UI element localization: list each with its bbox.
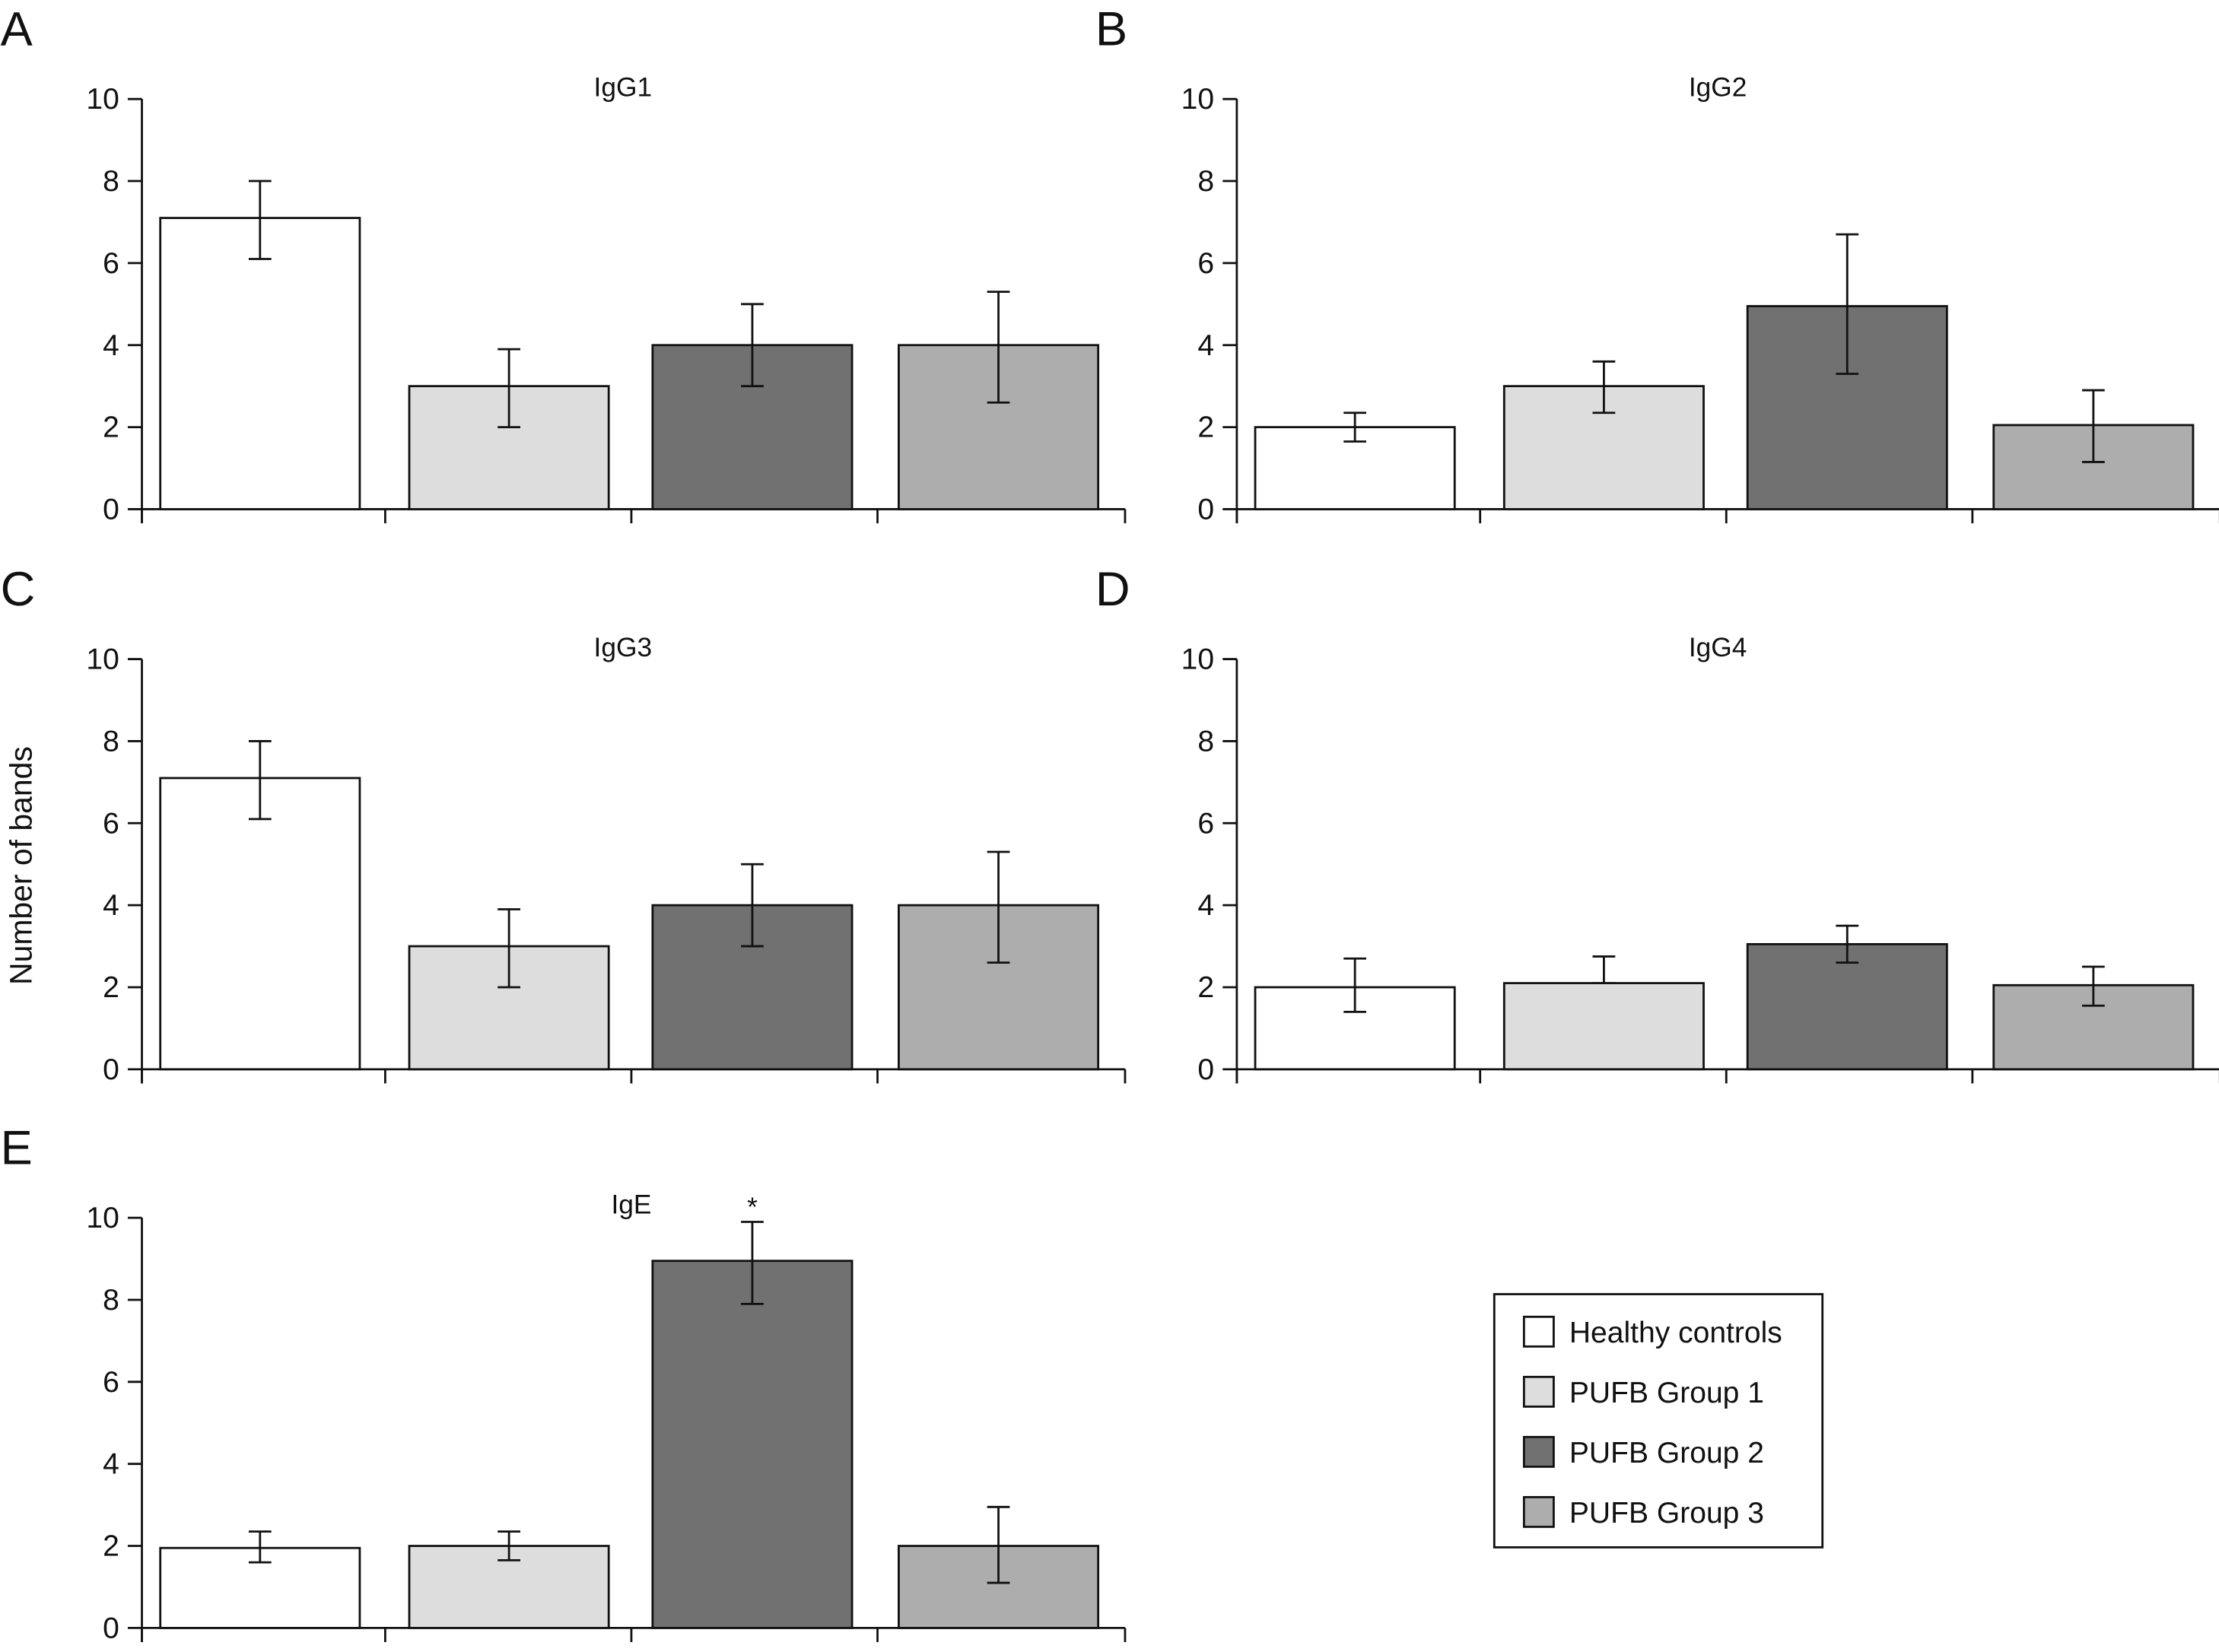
error-bar bbox=[987, 291, 1010, 404]
y-tick-label: 8 bbox=[103, 725, 119, 758]
panel-b: B IgG2 0 2 4 6 8 10 bbox=[1095, 3, 2219, 526]
error-bar bbox=[741, 863, 764, 948]
y-tick-label: 4 bbox=[103, 1448, 119, 1481]
y-tick-label: 2 bbox=[103, 1530, 119, 1563]
y-tick-label: 4 bbox=[1197, 329, 1214, 362]
legend-swatch bbox=[1522, 1435, 1555, 1468]
panel-title: IgG2 bbox=[1689, 72, 1747, 102]
panel-letter: A bbox=[1, 3, 33, 56]
bar-healthy-controls bbox=[159, 777, 361, 1071]
error-bar bbox=[1592, 360, 1616, 415]
legend: Healthy controls PUFB Group 1 PUFB Group 2… bbox=[1493, 1293, 1824, 1549]
y-tick-label: 10 bbox=[1181, 83, 1214, 116]
y-tick-label: 10 bbox=[86, 83, 119, 116]
y-tick-label: 6 bbox=[103, 1366, 119, 1399]
panel-d: D IgG4 0 2 4 6 8 10 bbox=[1095, 563, 2219, 1086]
error-bar bbox=[1343, 411, 1367, 443]
error-bar bbox=[987, 1505, 1010, 1584]
y-tick-label: 10 bbox=[1181, 643, 1214, 676]
panel-letter: E bbox=[1, 1121, 33, 1174]
y-tick-label: 6 bbox=[103, 807, 119, 840]
significance-asterisk: * bbox=[747, 1193, 758, 1222]
legend-label: PUFB Group 3 bbox=[1569, 1497, 1764, 1530]
y-tick-label: 4 bbox=[103, 329, 119, 362]
y-tick-label: 8 bbox=[1197, 725, 1214, 758]
error-bar bbox=[498, 1530, 520, 1561]
panel-title: IgG3 bbox=[594, 633, 653, 662]
panels: A IgG1 0 2 4 6 8 10 B IgG2 0 2 4 6 8 10 C IgG3 0 2 4 6 8 10 D IgG… bbox=[1, 3, 2219, 1644]
y-tick-label: 6 bbox=[103, 247, 119, 280]
y-tick-label: 10 bbox=[86, 1202, 119, 1234]
error-bar bbox=[248, 179, 272, 260]
y-tick-label: 8 bbox=[1197, 165, 1214, 198]
y-tick-label: 6 bbox=[1197, 807, 1214, 840]
panel-title: IgE bbox=[611, 1190, 651, 1220]
y-tick-label: 8 bbox=[103, 165, 119, 198]
legend-swatch bbox=[1522, 1495, 1555, 1528]
error-bar bbox=[248, 1530, 272, 1564]
y-tick-label: 2 bbox=[1197, 971, 1214, 1004]
panel-title: IgG1 bbox=[594, 72, 653, 102]
error-bar bbox=[741, 303, 764, 388]
y-tick-label: 0 bbox=[1197, 493, 1214, 526]
bar-pufb-group-1 bbox=[1502, 982, 1705, 1071]
error-bar bbox=[498, 348, 520, 428]
legend-swatch bbox=[1522, 1375, 1555, 1408]
y-tick-label: 0 bbox=[103, 1612, 119, 1644]
y-tick-label: 0 bbox=[1197, 1053, 1214, 1086]
legend-label: PUFB Group 1 bbox=[1569, 1377, 1764, 1409]
error-bar bbox=[987, 850, 1010, 964]
y-tick-label: 6 bbox=[1197, 247, 1214, 280]
error-bar bbox=[1836, 233, 1859, 375]
y-tick-label: 0 bbox=[103, 493, 119, 526]
error-bar bbox=[1836, 924, 1859, 964]
legend-swatch bbox=[1522, 1315, 1555, 1348]
legend-label: PUFB Group 2 bbox=[1569, 1437, 1764, 1469]
bar-pufb-group-1 bbox=[408, 385, 610, 510]
error-bar bbox=[741, 1221, 764, 1305]
y-tick-label: 4 bbox=[103, 889, 119, 922]
panel-e: E IgE 0 2 4 6 8 10 * bbox=[1, 1121, 1127, 1644]
panel-letter: C bbox=[1, 563, 36, 616]
y-tick-label: 4 bbox=[1197, 889, 1214, 922]
y-tick-label: 0 bbox=[103, 1053, 119, 1086]
y-tick-label: 2 bbox=[103, 411, 119, 444]
error-bar bbox=[2081, 965, 2105, 1007]
error-bar bbox=[1343, 957, 1367, 1013]
panel-title: IgG4 bbox=[1689, 633, 1747, 662]
legend-label: Healthy controls bbox=[1569, 1317, 1782, 1349]
panel-a: A IgG1 0 2 4 6 8 10 bbox=[1, 3, 1127, 526]
y-tick-label: 8 bbox=[103, 1284, 119, 1317]
y-tick-label: 2 bbox=[1197, 411, 1214, 444]
error-bar bbox=[498, 908, 520, 989]
y-tick-label: 2 bbox=[103, 971, 119, 1004]
bar-pufb-group-2 bbox=[651, 1260, 854, 1629]
error-bar bbox=[248, 740, 272, 821]
panel-letter: B bbox=[1095, 3, 1127, 56]
error-bar bbox=[1592, 955, 1616, 984]
panel-letter: D bbox=[1095, 563, 1130, 616]
error-bar bbox=[2081, 389, 2105, 463]
y-axis-label: Number of bands bbox=[3, 746, 38, 985]
panel-c: C IgG3 0 2 4 6 8 10 bbox=[1, 563, 1127, 1086]
bar-healthy-controls bbox=[159, 217, 361, 510]
y-tick-label: 10 bbox=[86, 643, 119, 676]
